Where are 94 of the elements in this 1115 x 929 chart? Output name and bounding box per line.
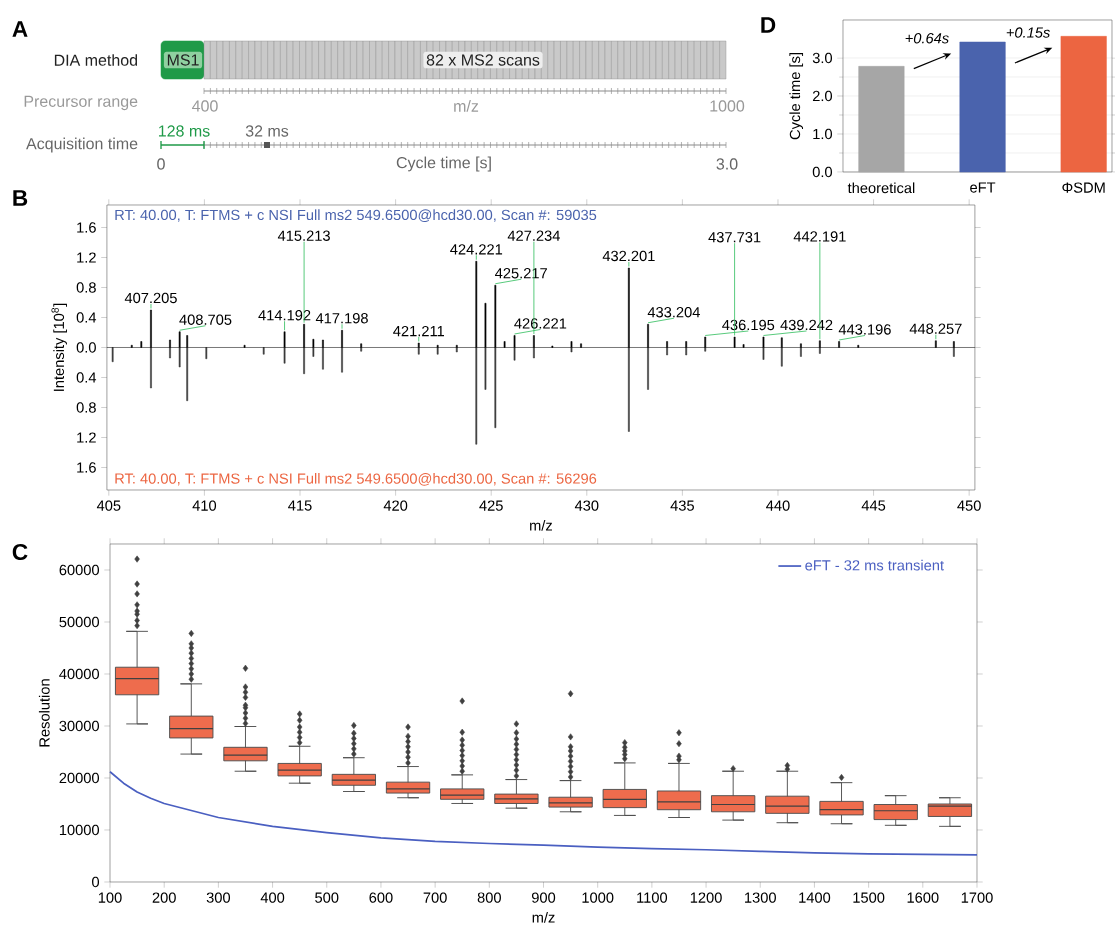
x-axis-title: m/z: [530, 519, 552, 531]
x-tick-label: 405: [96, 500, 121, 511]
annotation: +0.64s: [905, 33, 949, 44]
text: 400: [192, 100, 218, 112]
x-tick-label: 435: [670, 500, 694, 511]
text: A: [12, 21, 28, 37]
y-tick-label: 2.0: [812, 90, 833, 102]
x-tick-label: 425: [479, 500, 503, 511]
x-tick-label: 1500: [853, 892, 885, 903]
x-tick-label: theoretical: [847, 182, 915, 194]
y-tick-label: 1.2: [77, 252, 96, 263]
annotation: +0.15s: [1006, 27, 1050, 38]
y-tick-label: 0.8: [76, 402, 96, 413]
annotation: 414.192: [258, 310, 311, 321]
legend-label: eFT - 32 ms transient: [805, 559, 944, 571]
annotation: 407.205: [124, 292, 177, 304]
chart-title: B: [13, 190, 28, 206]
y-tick-label: 20000: [59, 772, 100, 784]
y-tick-label: 1.2: [77, 432, 96, 443]
annotation: 426.221: [514, 318, 567, 329]
y-tick-label: 0.0: [76, 342, 96, 353]
x-tick-label: 420: [383, 500, 408, 511]
y-tick-label: 40000: [59, 668, 100, 680]
annotation: 424.221: [450, 244, 503, 255]
annotation: 439.242: [780, 319, 833, 331]
y-tick-label: 0.8: [76, 282, 96, 293]
y-tick-label: 0.4: [76, 372, 97, 383]
x-tick-label: 500: [315, 892, 339, 903]
text: Acquisition time: [26, 137, 138, 153]
annotation: 443.196: [838, 324, 891, 335]
annotation: 433.204: [647, 307, 700, 318]
chart-title: D: [761, 17, 776, 33]
chart-title: C: [12, 543, 28, 561]
annotation: 427.234: [507, 230, 560, 241]
x-axis-title: m/z: [532, 911, 555, 923]
text: 82 x MS2 scans: [426, 54, 540, 66]
text: 1000: [710, 100, 745, 112]
y-tick-label: 50000: [59, 616, 100, 628]
x-tick-label: 1700: [961, 892, 993, 903]
text: 0: [157, 158, 165, 170]
y-axis-title: Intensity [10$^{8}$]: [51, 303, 67, 391]
x-tick-label: 300: [206, 892, 231, 903]
x-tick-label: ΦSDM: [1062, 182, 1105, 193]
text: DIA method: [54, 54, 138, 66]
x-tick-label: 1200: [690, 892, 722, 903]
text: 3.0: [716, 158, 738, 170]
y-tick-label: 3.0: [812, 52, 833, 64]
annotation: 415.213: [277, 230, 330, 241]
y-tick-label: 0: [92, 876, 100, 888]
x-tick-label: 900: [531, 892, 556, 903]
x-tick-label: 440: [766, 500, 790, 511]
x-tick-label: 700: [423, 892, 447, 903]
text: Cycle time [s]: [396, 156, 491, 172]
y-tick-label: 0.4: [76, 312, 97, 323]
text: 32 ms: [245, 125, 289, 137]
y-tick-label: 1.6: [77, 222, 96, 233]
y-tick-label: 30000: [59, 720, 100, 732]
text: MS1: [167, 54, 199, 66]
x-tick-label: 445: [861, 500, 886, 511]
text: Precursor range: [24, 95, 138, 111]
y-tick-label: 1.0: [813, 128, 833, 140]
x-tick-label: 1400: [799, 892, 831, 903]
x-tick-label: 1600: [907, 892, 939, 903]
x-tick-label: 430: [574, 500, 599, 511]
x-tick-label: 1300: [745, 892, 776, 903]
annotation: RT: 40.00, T: FTMS + c NSI Full ms2 549.6500@hcd30.00, Scan #: 59035: [115, 209, 597, 223]
y-axis-title: Resolution: [38, 679, 50, 747]
annotation: 421.211: [393, 325, 444, 337]
x-tick-label: 410: [192, 500, 217, 511]
text: m/z: [454, 100, 479, 112]
annotation: 408.705: [179, 314, 232, 325]
y-tick-label: 10000: [59, 824, 100, 836]
text: 128 ms: [158, 125, 210, 137]
x-tick-label: 415: [288, 500, 312, 511]
x-tick-label: 200: [152, 892, 176, 903]
y-axis-title: Cycle time [s]: [789, 53, 804, 140]
annotation: 432.201: [602, 250, 655, 262]
x-tick-label: 100: [98, 892, 122, 903]
x-tick-label: 600: [369, 892, 393, 903]
y-tick-label: 1.6: [77, 462, 96, 473]
x-tick-label: 1000: [582, 892, 614, 903]
x-tick-label: 800: [477, 892, 501, 903]
annotation: 448.257: [909, 323, 962, 334]
annotation: 442.191: [793, 231, 846, 242]
annotation: RT: 40.00, T: FTMS + c NSI Full ms2 549.6500@hcd30.00, Scan #: 56296: [115, 472, 597, 486]
y-tick-label: 0.0: [812, 166, 833, 178]
y-tick-label: 60000: [59, 564, 100, 576]
x-tick-label: eFT: [970, 182, 996, 193]
annotation: 437.731: [708, 232, 761, 243]
annotation: 425.217: [495, 268, 547, 279]
annotation: 417.198: [315, 313, 368, 324]
x-tick-label: 400: [260, 892, 285, 903]
x-tick-label: 450: [957, 500, 981, 511]
x-tick-label: 1100: [637, 892, 668, 903]
